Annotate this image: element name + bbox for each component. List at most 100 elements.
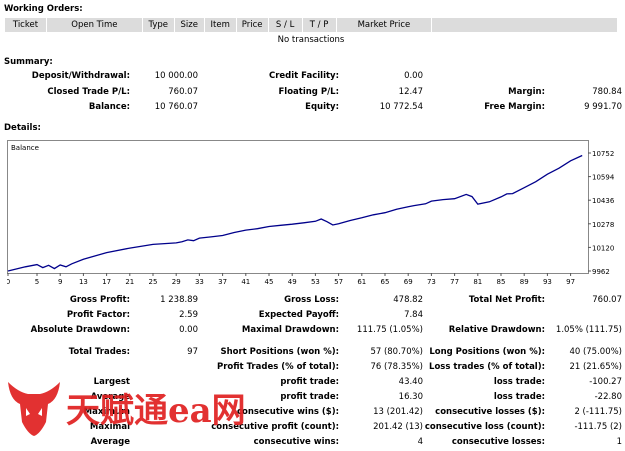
column-header-market-price[interactable]: Market Price [335, 17, 433, 33]
x-tick-label: 21 [125, 278, 134, 286]
x-tick-label: 81 [473, 278, 482, 286]
max-consecutive-wins-value: 13 (201.42) [373, 407, 423, 417]
summary-title: Summary: [4, 57, 53, 67]
column-header-filler [431, 17, 618, 33]
y-tick-label: 10436 [592, 197, 615, 205]
total-trades-value: 97 [187, 347, 198, 357]
long-positions-value: 40 (75.00%) [569, 347, 622, 357]
floating-pl-label: Floating P/L: [278, 87, 339, 97]
short-positions-value: 57 (80.70%) [370, 347, 423, 357]
balance-chart-svg: Balance 10752 10594 10436 10278 10120 9962 0 5 9… [7, 140, 615, 286]
x-tick-label: 45 [265, 278, 274, 286]
chart-marks: 10752 10594 10436 10278 10120 9962 0 5 9 13 17 21 25… [7, 150, 615, 286]
largest-loss-trade-label: loss trade: [493, 377, 545, 387]
column-header-open-time[interactable]: Open Time [45, 17, 143, 33]
average-consecutive-wins-value: 4 [417, 437, 423, 447]
credit-facility-label: Credit Facility: [268, 71, 339, 81]
floating-pl-value: 12.47 [398, 87, 423, 97]
total-net-profit-value: 760.07 [592, 295, 622, 305]
deposit-withdrawal-label: Deposit/Withdrawal: [31, 71, 130, 81]
equity-label: Equity: [305, 102, 339, 112]
deposit-withdrawal-value: 10 000.00 [154, 71, 198, 81]
largest-label: Largest [93, 377, 130, 387]
watermark-text: 天赋通ea网 [66, 391, 246, 431]
x-tick-label: 77 [450, 278, 459, 286]
largest-profit-trade-value: 43.40 [398, 377, 423, 387]
gross-profit-value: 1 238.89 [160, 295, 198, 305]
x-tick-label: 65 [381, 278, 390, 286]
details-title: Details: [4, 123, 41, 133]
absolute-drawdown-value: 0.00 [179, 325, 198, 335]
margin-label: Margin: [508, 87, 545, 97]
orders-header-row: Ticket Open Time Type Size Item Price S … [4, 17, 618, 33]
balance-chart: Balance 10752 10594 10436 10278 10120 9962 0 5 9… [7, 140, 619, 290]
maximal-consecutive-profit-label: consecutive profit (count): [211, 422, 339, 432]
short-positions-label: Short Positions (won %): [220, 347, 339, 357]
balance-label: Balance: [88, 102, 130, 112]
x-tick-label: 89 [520, 278, 529, 286]
maximal-consecutive-profit-value: 201.42 (13) [373, 422, 423, 432]
max-consecutive-wins-label: consecutive wins ($): [236, 407, 339, 417]
total-net-profit-label: Total Net Profit: [468, 295, 545, 305]
margin-value: 780.84 [592, 87, 622, 97]
x-tick-label: 53 [311, 278, 320, 286]
average-label: Average [90, 392, 130, 402]
column-header-take-profit[interactable]: T / P [301, 17, 337, 33]
x-tick-label: 57 [334, 278, 343, 286]
x-tick-label: 17 [102, 278, 111, 286]
average-loss-trade-value: -22.80 [594, 392, 622, 402]
column-header-size[interactable]: Size [173, 17, 205, 33]
max-consecutive-losses-value: 2 (-111.75) [574, 407, 622, 417]
gross-loss-value: 478.82 [393, 295, 423, 305]
profit-factor-value: 2.59 [179, 310, 198, 320]
y-tick-label: 10594 [592, 174, 615, 182]
free-margin-value: 9 991.70 [584, 102, 622, 112]
profit-trades-label: Profit Trades (% of total): [216, 362, 339, 372]
loss-trades-label: Loss trades (% of total): [429, 362, 545, 372]
column-header-type[interactable]: Type [141, 17, 175, 33]
column-header-stop-loss[interactable]: S / L [267, 17, 303, 33]
closed-trade-pl-label: Closed Trade P/L: [47, 87, 130, 97]
watermark-logo: 天赋通ea网 [8, 382, 246, 436]
balance-value: 10 760.07 [154, 102, 198, 112]
column-header-price[interactable]: Price [235, 17, 269, 33]
x-tick-label: 29 [172, 278, 181, 286]
x-tick-label: 0 [7, 278, 10, 286]
y-tick-label: 9962 [592, 268, 610, 276]
x-tick-label: 73 [427, 278, 436, 286]
total-trades-label: Total Trades: [68, 347, 130, 357]
average-profit-trade-value: 16.30 [398, 392, 423, 402]
free-margin-label: Free Margin: [484, 102, 545, 112]
y-tick-label: 10278 [592, 221, 614, 229]
x-tick-label: 13 [79, 278, 88, 286]
y-tick-label: 10752 [592, 150, 614, 158]
average-consecutive-wins-label: consecutive wins: [253, 437, 339, 447]
x-tick-label: 5 [35, 278, 39, 286]
x-tick-label: 69 [404, 278, 413, 286]
credit-facility-value: 0.00 [404, 71, 423, 81]
gross-loss-label: Gross Loss: [284, 295, 339, 305]
average-consecutive-losses-value: 1 [616, 437, 622, 447]
profit-factor-label: Profit Factor: [66, 310, 130, 320]
maximal-label: Maximal [89, 422, 130, 432]
x-tick-label: 25 [149, 278, 158, 286]
gross-profit-label: Gross Profit: [69, 295, 130, 305]
column-header-ticket[interactable]: Ticket [4, 17, 47, 33]
x-tick-label: 85 [497, 278, 506, 286]
relative-drawdown-value: 1.05% (111.75) [555, 325, 622, 335]
average-loss-trade-label: loss trade: [493, 392, 545, 402]
x-tick-label: 41 [241, 278, 250, 286]
absolute-drawdown-label: Absolute Drawdown: [30, 325, 130, 335]
maximal-drawdown-value: 111.75 (1.05%) [356, 325, 423, 335]
chart-title: Balance [11, 144, 39, 152]
equity-value: 10 772.54 [379, 102, 423, 112]
maximal-consecutive-loss-value: -111.75 (2) [574, 422, 622, 432]
average2-label: Average [90, 437, 130, 447]
relative-drawdown-label: Relative Drawdown: [448, 325, 545, 335]
long-positions-label: Long Positions (won %): [429, 347, 545, 357]
no-transactions-message: No transactions [277, 35, 345, 46]
largest-loss-trade-value: -100.27 [589, 377, 622, 387]
x-tick-label: 97 [566, 278, 575, 286]
closed-trade-pl-value: 760.07 [168, 87, 198, 97]
column-header-item[interactable]: Item [203, 17, 237, 33]
